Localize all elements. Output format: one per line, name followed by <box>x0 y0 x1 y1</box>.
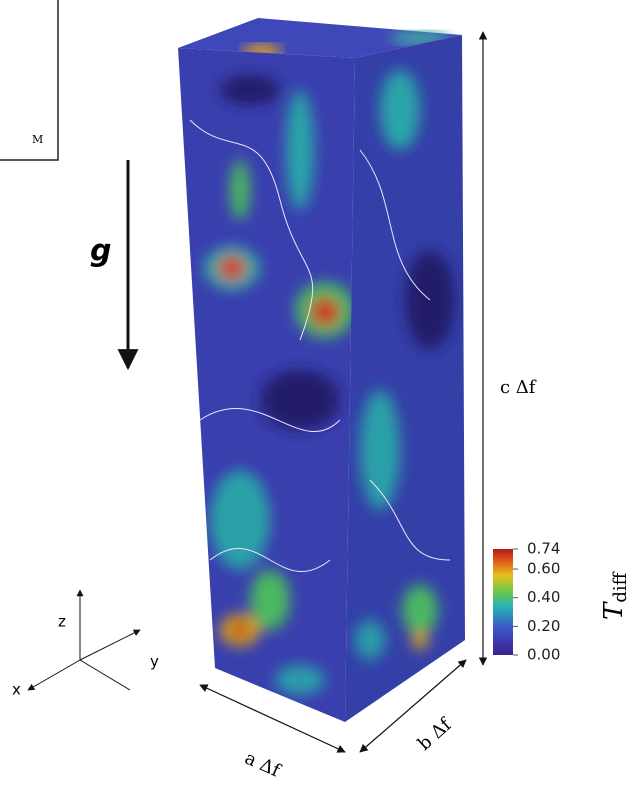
coordinate-axes <box>28 590 140 690</box>
colorbar-tick-label: 0.74 <box>527 540 560 558</box>
box-front <box>170 40 370 740</box>
x-label: x <box>12 681 21 699</box>
colorbar-tick-label: 0.40 <box>527 588 560 606</box>
box-side <box>340 30 470 730</box>
colorbar-label-main: T <box>599 601 629 620</box>
colorbar-label-sub: diff <box>610 571 631 602</box>
inset-frame <box>0 0 58 160</box>
c-label: c Δf <box>500 377 537 398</box>
colorbar-gradient <box>493 549 513 655</box>
y-label: y <box>150 653 159 671</box>
colorbar-tick-label: 0.00 <box>527 646 560 664</box>
colorbar-tick-label: 0.20 <box>527 617 560 635</box>
a-label: a Δf <box>241 748 284 782</box>
colorbar: 0.74 0.60 0.40 0.20 0.00 Tdiff <box>493 540 631 664</box>
gravity-label: g <box>90 234 111 269</box>
b-label: b Δf <box>414 714 456 755</box>
inset-label: M <box>32 133 43 146</box>
colorbar-tick-label: 0.60 <box>527 560 560 578</box>
colorbar-label: Tdiff <box>599 571 631 620</box>
z-label: z <box>58 613 66 631</box>
figure: M g <box>0 0 635 793</box>
